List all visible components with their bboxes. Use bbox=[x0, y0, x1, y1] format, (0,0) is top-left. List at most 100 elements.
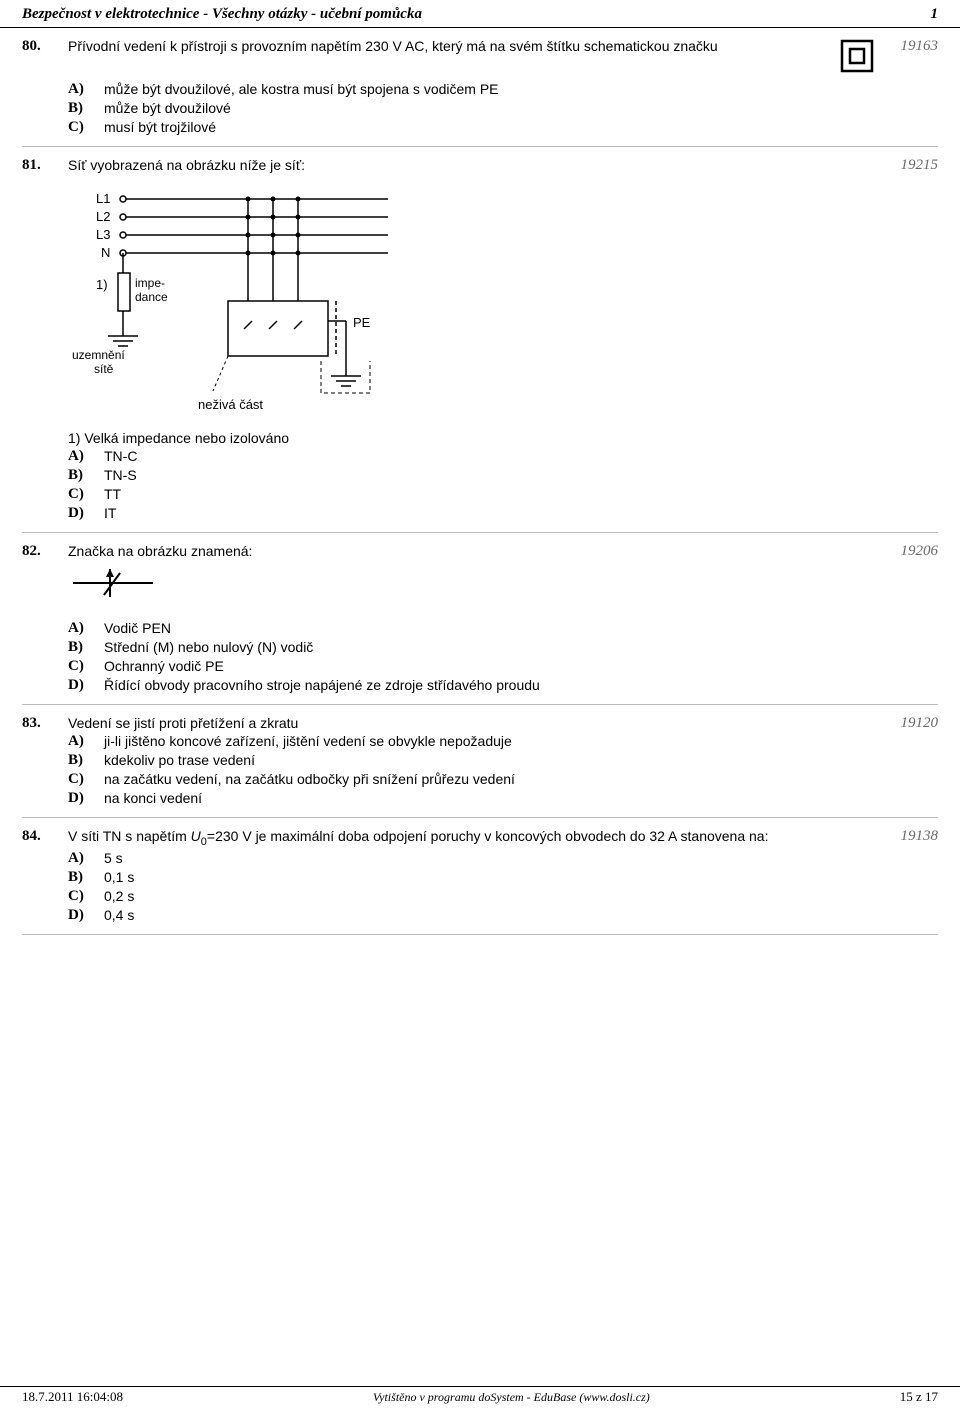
diagram-label-impedance2: dance bbox=[135, 290, 168, 304]
option-label: A) bbox=[68, 81, 104, 98]
question-80: 80. Přívodní vedení k přístroji s provoz… bbox=[22, 38, 938, 147]
question-82-option-a: A) Vodič PEN bbox=[68, 620, 881, 637]
footer-timestamp: 18.7.2011 16:04:08 bbox=[22, 1389, 123, 1405]
question-80-option-c: C) musí být trojžilové bbox=[68, 119, 881, 136]
question-82: 82. Značka na obrázku znamená: A) Vodič … bbox=[22, 543, 938, 705]
diagram-label-n: N bbox=[101, 245, 110, 260]
option-text: Střední (M) nebo nulový (N) vodič bbox=[104, 639, 881, 655]
question-84-option-a: A) 5 s bbox=[68, 850, 881, 867]
option-label: B) bbox=[68, 869, 104, 886]
header-title: Bezpečnost v elektrotechnice - Všechny o… bbox=[22, 6, 422, 23]
option-text: kdekoliv po trase vedení bbox=[104, 752, 881, 768]
option-label: D) bbox=[68, 505, 104, 522]
symbol-diagram bbox=[68, 565, 881, 608]
question-80-option-b: B) může být dvoužilové bbox=[68, 100, 881, 117]
option-text: na začátku vedení, na začátku odbočky př… bbox=[104, 771, 881, 787]
option-label: B) bbox=[68, 639, 104, 656]
question-82-option-c: C) Ochranný vodič PE bbox=[68, 658, 881, 675]
question-81: 81. Síť vyobrazená na obrázku níže je sí… bbox=[22, 157, 938, 533]
option-text: Vodič PEN bbox=[104, 620, 881, 636]
option-text: TN-S bbox=[104, 467, 881, 483]
content-area: 80. Přívodní vedení k přístroji s provoz… bbox=[0, 28, 960, 935]
question-82-option-b: B) Střední (M) nebo nulový (N) vodič bbox=[68, 639, 881, 656]
option-text: 0,4 s bbox=[104, 907, 881, 923]
option-label: A) bbox=[68, 850, 104, 867]
option-text: ji-li jištěno koncové zařízení, jištění … bbox=[104, 733, 881, 749]
page-footer: 18.7.2011 16:04:08 Vytištěno v programu … bbox=[0, 1386, 960, 1409]
diagram-label-neziva: neživá část bbox=[198, 397, 263, 412]
option-label: C) bbox=[68, 119, 104, 136]
option-label: C) bbox=[68, 486, 104, 503]
option-label: B) bbox=[68, 100, 104, 117]
option-text: TT bbox=[104, 486, 881, 502]
option-label: C) bbox=[68, 771, 104, 788]
header-page-marker: 1 bbox=[931, 6, 939, 23]
question-83: 83. Vedení se jistí proti přetížení a zk… bbox=[22, 715, 938, 818]
question-81-text: Síť vyobrazená na obrázku níže je síť: bbox=[68, 157, 881, 173]
question-81-option-a: A) TN-C bbox=[68, 448, 881, 465]
question-81-subnote: 1) Velká impedance nebo izolováno bbox=[68, 430, 881, 446]
option-label: D) bbox=[68, 677, 104, 694]
question-82-number: 82. bbox=[22, 543, 58, 560]
option-text: může být dvoužilové bbox=[104, 100, 881, 116]
option-text: na konci vedení bbox=[104, 790, 881, 806]
question-84-text-pre: V síti TN s napětím bbox=[68, 828, 191, 844]
option-label: B) bbox=[68, 752, 104, 769]
question-83-option-b: B) kdekoliv po trase vedení bbox=[68, 752, 881, 769]
question-84-text: V síti TN s napětím U0=230 V je maximáln… bbox=[68, 828, 881, 848]
question-84-id: 19138 bbox=[901, 828, 939, 845]
footer-page: 15 z 17 bbox=[900, 1389, 938, 1405]
question-84-option-b: B) 0,1 s bbox=[68, 869, 881, 886]
option-text: IT bbox=[104, 505, 881, 521]
network-diagram: L1 L2 L3 N 1) impe- dance bbox=[68, 181, 881, 426]
class-ii-icon bbox=[839, 38, 875, 79]
question-84: 84. V síti TN s napětím U0=230 V je maxi… bbox=[22, 828, 938, 935]
option-label: C) bbox=[68, 658, 104, 675]
diagram-label-uzemneni2: sítě bbox=[94, 362, 114, 376]
diagram-label-pe: PE bbox=[353, 315, 371, 330]
option-text: Ochranný vodič PE bbox=[104, 658, 881, 674]
question-84-option-c: C) 0,2 s bbox=[68, 888, 881, 905]
diagram-label-l1: L1 bbox=[96, 191, 110, 206]
question-82-option-d: D) Řídící obvody pracovního stroje napáj… bbox=[68, 677, 881, 694]
question-83-id: 19120 bbox=[901, 715, 939, 732]
question-80-id: 19163 bbox=[901, 38, 939, 55]
question-82-id: 19206 bbox=[901, 543, 939, 560]
option-text: TN-C bbox=[104, 448, 881, 464]
question-83-option-d: D) na konci vedení bbox=[68, 790, 881, 807]
option-label: A) bbox=[68, 620, 104, 637]
question-83-number: 83. bbox=[22, 715, 58, 732]
option-text: Řídící obvody pracovního stroje napájené… bbox=[104, 677, 881, 693]
question-80-text: Přívodní vedení k přístroji s provozním … bbox=[68, 38, 827, 54]
question-81-id: 19215 bbox=[901, 157, 939, 174]
option-text: 0,2 s bbox=[104, 888, 881, 904]
option-text: 0,1 s bbox=[104, 869, 881, 885]
question-83-text: Vedení se jistí proti přetížení a zkratu bbox=[68, 715, 881, 731]
question-84-text-post: =230 V je maximální doba odpojení poruch… bbox=[207, 828, 769, 844]
question-80-option-a: A) může být dvoužilové, ale kostra musí … bbox=[68, 81, 881, 98]
option-label: B) bbox=[68, 467, 104, 484]
option-label: D) bbox=[68, 907, 104, 924]
option-text: 5 s bbox=[104, 850, 881, 866]
diagram-label-l3: L3 bbox=[96, 227, 110, 242]
option-text: musí být trojžilové bbox=[104, 119, 881, 135]
option-text: může být dvoužilové, ale kostra musí být… bbox=[104, 81, 881, 97]
option-label: C) bbox=[68, 888, 104, 905]
question-82-text: Značka na obrázku znamená: bbox=[68, 543, 881, 559]
question-81-option-b: B) TN-S bbox=[68, 467, 881, 484]
question-81-option-d: D) IT bbox=[68, 505, 881, 522]
question-81-number: 81. bbox=[22, 157, 58, 174]
option-label: D) bbox=[68, 790, 104, 807]
option-label: A) bbox=[68, 733, 104, 750]
footer-source: Vytištěno v programu doSystem - EduBase … bbox=[373, 1390, 650, 1405]
question-81-option-c: C) TT bbox=[68, 486, 881, 503]
question-83-option-c: C) na začátku vedení, na začátku odbočky… bbox=[68, 771, 881, 788]
diagram-label-uzemneni1: uzemnění bbox=[72, 348, 125, 362]
diagram-label-l2: L2 bbox=[96, 209, 110, 224]
diagram-label-one: 1) bbox=[96, 277, 108, 292]
question-84-u0: U bbox=[191, 828, 201, 844]
page-header: Bezpečnost v elektrotechnice - Všechny o… bbox=[0, 0, 960, 28]
question-83-option-a: A) ji-li jištěno koncové zařízení, jiště… bbox=[68, 733, 881, 750]
diagram-label-impedance: impe- bbox=[135, 276, 165, 290]
option-label: A) bbox=[68, 448, 104, 465]
